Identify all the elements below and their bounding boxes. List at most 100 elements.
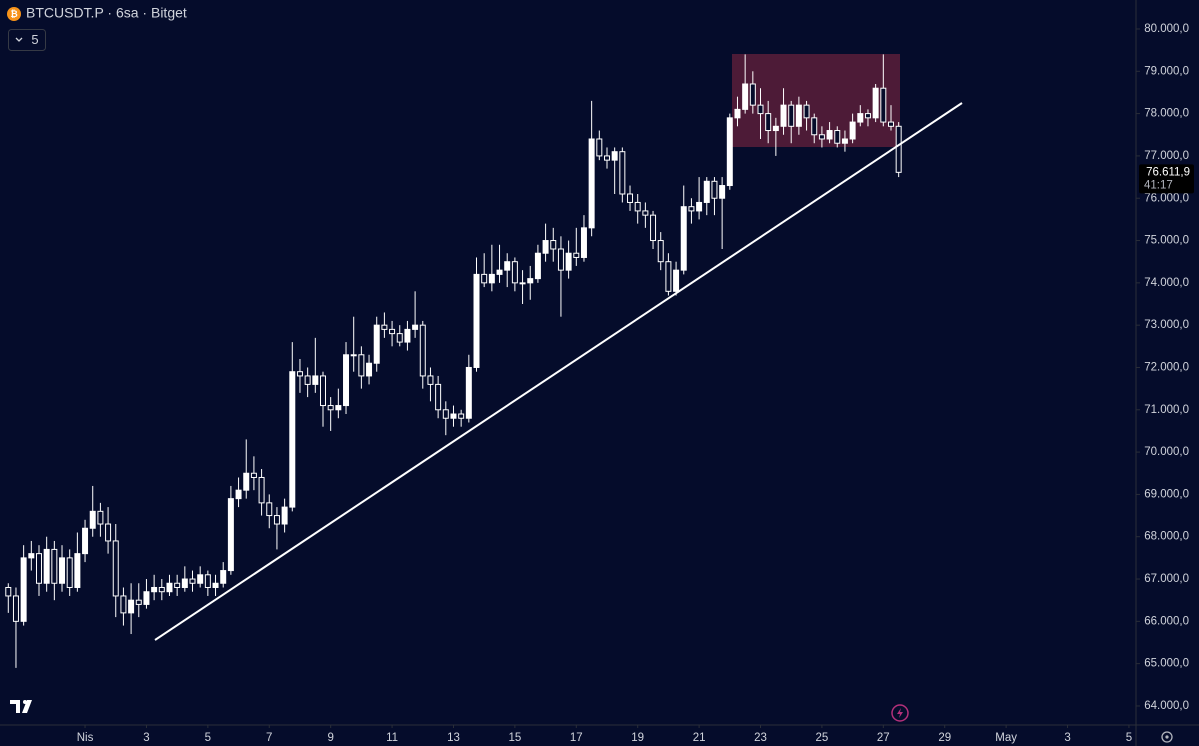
candle-body xyxy=(35,553,42,584)
candle-body xyxy=(650,214,657,242)
candle-body xyxy=(250,472,257,478)
y-tick-label: 64.000,0 xyxy=(1144,700,1189,712)
candle-body xyxy=(128,599,135,614)
candle-body xyxy=(780,104,787,127)
candle-body xyxy=(189,578,196,584)
x-tick-label: 19 xyxy=(631,732,644,744)
candle-body xyxy=(243,472,250,491)
candle-body xyxy=(803,104,810,119)
candle-body xyxy=(734,108,741,119)
candle-body xyxy=(834,130,841,144)
x-tick-label: 3 xyxy=(1064,732,1070,744)
y-tick-label: 75.000,0 xyxy=(1144,235,1189,247)
x-tick-label: 5 xyxy=(1126,732,1132,744)
candle-body xyxy=(749,83,756,106)
y-tick-label: 67.000,0 xyxy=(1144,573,1189,585)
candle-body xyxy=(542,240,549,254)
coin-icon xyxy=(7,7,21,21)
candle-body xyxy=(281,506,288,525)
candle-body xyxy=(366,362,373,377)
x-tick-label: 21 xyxy=(693,732,706,744)
y-tick-label: 77.000,0 xyxy=(1144,150,1189,162)
x-tick-label: 17 xyxy=(570,732,583,744)
candle-body xyxy=(158,586,165,593)
candle-body xyxy=(841,138,848,144)
candle-body xyxy=(757,104,764,115)
candle-body xyxy=(381,324,388,330)
x-tick-label: 9 xyxy=(327,732,333,744)
candle-body xyxy=(711,180,718,199)
candle-body xyxy=(849,121,856,140)
candle-body xyxy=(496,269,503,275)
settings-icon[interactable] xyxy=(1161,731,1173,743)
candle-body xyxy=(442,409,449,419)
x-tick-label: 15 xyxy=(508,732,521,744)
candle-body xyxy=(719,185,726,199)
candle-body xyxy=(611,151,618,161)
candle-body xyxy=(465,366,472,419)
candle-body xyxy=(765,113,772,132)
y-tick-label: 66.000,0 xyxy=(1144,615,1189,627)
x-tick-label: 29 xyxy=(938,732,951,744)
candle-body xyxy=(818,134,825,140)
candle-body xyxy=(212,582,219,588)
candle-body xyxy=(872,87,879,119)
candle-body xyxy=(166,582,173,593)
candle-body xyxy=(511,261,518,284)
x-tick-label: 27 xyxy=(877,732,890,744)
x-tick-label: 3 xyxy=(143,732,149,744)
x-tick-label: 7 xyxy=(266,732,272,744)
candle-body xyxy=(481,273,488,284)
candle-body xyxy=(772,125,779,132)
candle-body xyxy=(258,476,265,504)
candle-body xyxy=(619,151,626,195)
tv-logo-dot xyxy=(23,700,27,704)
x-tick-label: 13 xyxy=(447,732,460,744)
candle-body xyxy=(20,557,27,622)
x-tick-label: 23 xyxy=(754,732,767,744)
interval-selector[interactable] xyxy=(8,29,46,51)
candle-body xyxy=(412,324,419,330)
candle-body xyxy=(880,87,887,123)
candle-body xyxy=(458,413,465,419)
candle-body xyxy=(373,324,380,364)
candle-body xyxy=(742,83,749,110)
interval-value[interactable]: 5 xyxy=(31,32,38,47)
last-price-tag: 76.611,941:17 xyxy=(1139,164,1194,194)
candle-body xyxy=(726,117,733,187)
x-tick-label: 11 xyxy=(386,732,398,744)
x-tick-label: May xyxy=(995,732,1017,744)
y-tick-label: 68.000,0 xyxy=(1144,531,1189,543)
candle-body xyxy=(795,104,802,127)
y-tick-label: 65.000,0 xyxy=(1144,658,1189,670)
candle-body xyxy=(427,375,434,385)
candle-body xyxy=(74,553,81,588)
candle-body xyxy=(204,574,211,588)
candle-body xyxy=(82,527,89,555)
candle-body xyxy=(519,282,526,285)
candle-body xyxy=(389,328,396,335)
candle-body xyxy=(696,201,703,212)
y-tick-label: 70.000,0 xyxy=(1144,446,1189,458)
candle-body xyxy=(864,113,871,119)
candle-body xyxy=(504,261,511,271)
last-price-box xyxy=(1139,164,1194,194)
candle-body xyxy=(296,371,303,377)
candle-body xyxy=(419,324,426,377)
candle-body xyxy=(43,548,50,584)
candle-body xyxy=(450,413,457,419)
candle-body xyxy=(788,104,795,127)
candle-body xyxy=(826,130,833,140)
candle-body xyxy=(627,193,634,203)
y-tick-label: 71.000,0 xyxy=(1144,404,1189,416)
candle-body xyxy=(174,582,181,588)
x-tick-label: Nis xyxy=(77,732,94,744)
candle-body xyxy=(688,206,695,212)
y-tick-label: 80.000,0 xyxy=(1144,23,1189,35)
alert-icon[interactable] xyxy=(891,704,909,722)
alert-icon-bolt xyxy=(897,708,903,718)
candle-body xyxy=(657,240,664,263)
coin-icon-glyph: ₿ xyxy=(10,9,17,19)
